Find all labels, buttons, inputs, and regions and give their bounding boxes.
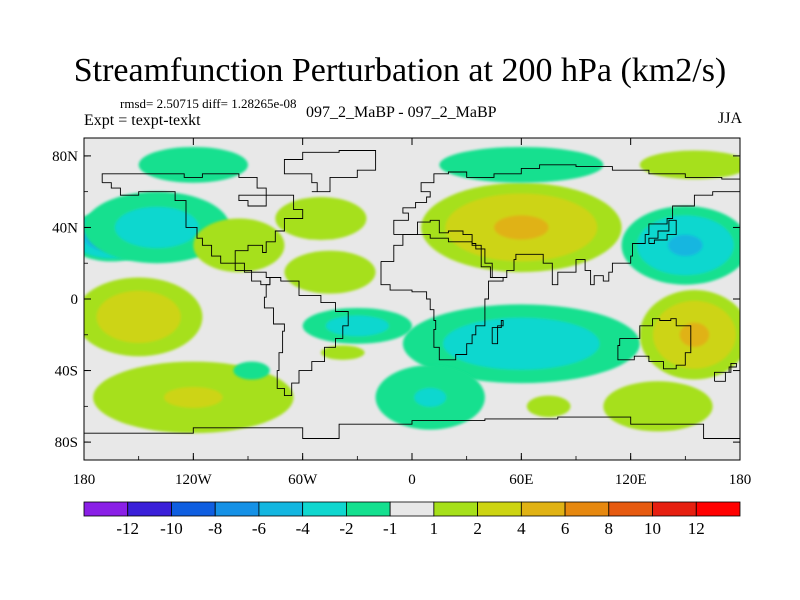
coastline — [263, 277, 349, 397]
colorbar-label: -1 — [383, 519, 397, 538]
colorbar-swatch — [127, 501, 172, 517]
y-tick-label: 0 — [71, 292, 79, 308]
colorbar-swatch — [477, 501, 522, 517]
colorbar-swatch — [564, 501, 610, 517]
x-tick-label: 180 — [729, 472, 752, 488]
x-tick-label: 60W — [288, 472, 318, 488]
contour-blob — [302, 307, 413, 344]
contour-blob — [320, 345, 365, 360]
colorbar-swatch — [345, 501, 391, 517]
contour-blob — [639, 290, 740, 380]
colorbar-swatch — [520, 501, 566, 517]
chart-title: Streamfunction Perturbation at 200 hPa (… — [73, 52, 727, 89]
contour-blob — [402, 304, 640, 384]
contour-blob — [233, 361, 270, 380]
contour-blob — [275, 197, 367, 240]
colorbar-swatch — [83, 501, 129, 517]
x-tick-label: 60E — [509, 472, 533, 488]
colorbar-label: 4 — [517, 519, 526, 538]
coastline — [617, 318, 692, 370]
coastline — [491, 320, 504, 345]
y-axis: 80N 40N 0 40S 80S — [52, 149, 740, 451]
colorbar-label: -4 — [296, 519, 311, 538]
colorbar-swatch — [695, 501, 741, 517]
colorbar-label: 12 — [688, 519, 705, 538]
colorbar-swatch — [433, 501, 479, 517]
contour-blob — [84, 277, 203, 357]
colorbar-label: 6 — [561, 519, 570, 538]
stats-label: rmsd= 2.50715 diff= 1.28265e-08 — [120, 96, 297, 111]
y-tick-label: 80S — [55, 435, 78, 451]
colorbar-label: 2 — [473, 519, 482, 538]
x-tick-label: 120E — [615, 472, 647, 488]
contour-blob — [639, 150, 740, 180]
contour-blob — [193, 218, 285, 273]
x-tick-label: 120W — [175, 472, 213, 488]
case-label: 097_2_MaBP - 097_2_MaBP — [306, 104, 497, 121]
y-tick-label: 40S — [55, 364, 78, 380]
x-axis: 180 120W 60W 0 60E 120E 180 — [73, 138, 752, 488]
colorbar: -12 -10 -8 -6 -4 -2 -1 1 2 4 6 8 10 12 — [83, 501, 741, 538]
season-label: JJA — [717, 110, 742, 127]
contour-blob — [375, 365, 485, 430]
colorbar-label: 10 — [644, 519, 661, 538]
colorbar-label: -12 — [116, 519, 139, 538]
y-tick-label: 40N — [52, 220, 78, 236]
colorbar-swatch — [389, 501, 435, 517]
contour-blob — [93, 361, 294, 434]
x-tick-label: 0 — [408, 472, 416, 488]
colorbar-label: -10 — [160, 519, 183, 538]
colorbar-label: 1 — [430, 519, 439, 538]
experiment-label: Expt = texpt-texkt — [84, 112, 201, 129]
x-tick-label: 180 — [73, 472, 96, 488]
colorbar-label: -6 — [252, 519, 266, 538]
colorbar-label: 8 — [605, 519, 614, 538]
coastline — [84, 416, 740, 439]
contour-fields — [84, 146, 740, 434]
contour-blob — [526, 395, 571, 418]
coastline — [648, 219, 677, 244]
colorbar-swatch — [302, 501, 347, 517]
contour-blob — [284, 250, 376, 294]
colorbar-swatch — [214, 501, 260, 517]
colorbar-label: -8 — [208, 519, 222, 538]
coastline — [283, 150, 377, 193]
colorbar-label: -2 — [339, 519, 353, 538]
colorbar-swatch — [608, 501, 653, 517]
colorbar-swatch — [258, 501, 304, 517]
coastline — [393, 164, 740, 286]
coastline — [380, 234, 504, 361]
contour-blob — [621, 205, 740, 285]
contour-blob — [439, 146, 604, 183]
coastline — [714, 362, 737, 382]
colorbar-swatch — [652, 501, 697, 517]
coastline — [101, 173, 304, 286]
coastlines — [84, 150, 740, 439]
contour-blob — [421, 182, 622, 273]
colorbar-swatch — [171, 501, 216, 517]
y-tick-label: 80N — [52, 149, 78, 165]
